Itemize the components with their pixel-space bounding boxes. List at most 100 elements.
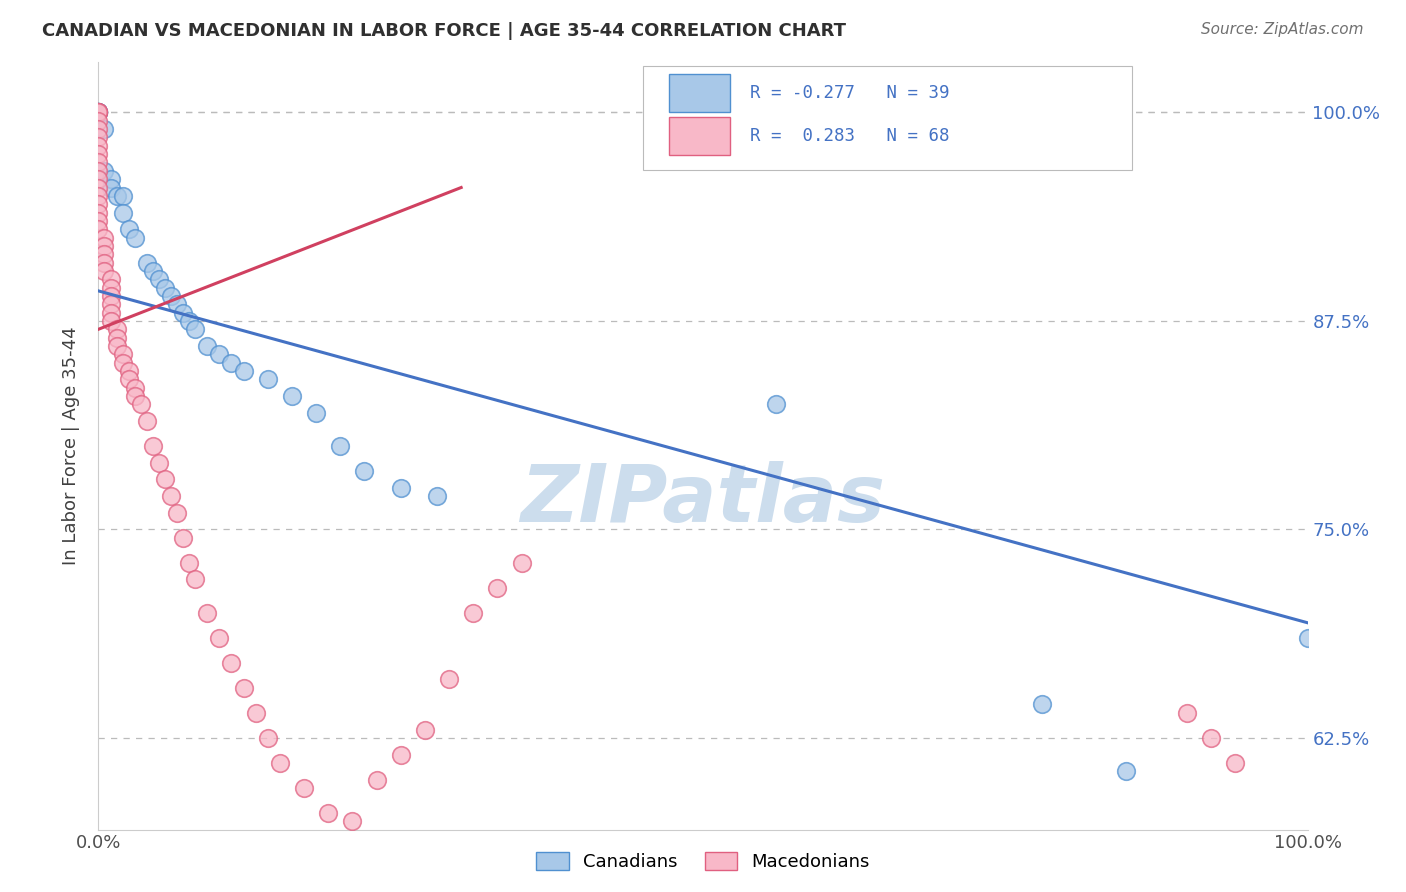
Point <box>118 364 141 378</box>
Point <box>172 305 194 319</box>
Point <box>232 364 254 378</box>
Point <box>87 189 110 203</box>
Point <box>87 105 110 120</box>
Text: CANADIAN VS MACEDONIAN IN LABOR FORCE | AGE 35-44 CORRELATION CHART: CANADIAN VS MACEDONIAN IN LABOR FORCE | … <box>42 22 846 40</box>
Point <box>184 573 207 587</box>
Point <box>100 172 122 186</box>
Point <box>118 222 141 236</box>
Point <box>1296 631 1319 645</box>
Point <box>87 105 110 120</box>
Point <box>93 247 115 261</box>
Point <box>87 164 110 178</box>
Point <box>93 122 115 136</box>
Point <box>305 406 328 420</box>
Point <box>111 189 134 203</box>
Point <box>129 397 152 411</box>
Point <box>111 347 134 361</box>
Point <box>148 456 170 470</box>
Point <box>232 681 254 695</box>
Point <box>124 230 146 244</box>
Point <box>87 105 110 120</box>
Point <box>100 297 122 311</box>
Point <box>87 197 110 211</box>
Point <box>437 673 460 687</box>
Point <box>87 155 110 169</box>
Point <box>292 780 315 795</box>
Point <box>100 280 122 294</box>
Point <box>172 531 194 545</box>
FancyBboxPatch shape <box>669 74 730 112</box>
FancyBboxPatch shape <box>669 117 730 155</box>
Point <box>87 105 110 120</box>
Point <box>166 297 188 311</box>
Point <box>486 581 509 595</box>
Point <box>87 172 110 186</box>
Point <box>142 439 165 453</box>
Point <box>195 606 218 620</box>
Point <box>256 372 278 386</box>
Point <box>281 389 304 403</box>
Point <box>179 556 201 570</box>
Point <box>1175 706 1198 720</box>
Point <box>100 314 122 328</box>
Point <box>87 105 110 120</box>
Point <box>221 656 243 670</box>
Point <box>256 731 278 745</box>
Point <box>142 264 165 278</box>
Point <box>342 814 364 829</box>
Point <box>463 606 485 620</box>
Point <box>100 180 122 194</box>
Point <box>105 330 128 344</box>
Point <box>221 356 243 370</box>
Point <box>100 289 122 303</box>
Point <box>87 105 110 120</box>
Point <box>87 105 110 120</box>
Point <box>1223 756 1246 770</box>
Point <box>1199 731 1222 745</box>
Point <box>105 339 128 353</box>
Point <box>135 255 157 269</box>
Point <box>124 389 146 403</box>
Point <box>93 230 115 244</box>
Point <box>245 706 267 720</box>
Point <box>153 472 176 486</box>
Point <box>179 314 201 328</box>
Point <box>124 381 146 395</box>
Point <box>93 239 115 253</box>
Point <box>87 105 110 120</box>
Point <box>353 464 375 478</box>
Point <box>100 305 122 319</box>
Point <box>87 214 110 228</box>
Point <box>510 556 533 570</box>
Point <box>105 322 128 336</box>
Point <box>329 439 352 453</box>
Point <box>413 723 436 737</box>
Point <box>87 147 110 161</box>
Point <box>765 397 787 411</box>
Point <box>389 481 412 495</box>
Point <box>87 105 110 120</box>
Text: Source: ZipAtlas.com: Source: ZipAtlas.com <box>1201 22 1364 37</box>
Point <box>166 506 188 520</box>
Point <box>87 130 110 145</box>
Point <box>87 105 110 120</box>
Point <box>1115 764 1137 779</box>
Point <box>160 289 183 303</box>
Point <box>389 747 412 762</box>
Point <box>93 164 115 178</box>
Text: R =  0.283   N = 68: R = 0.283 N = 68 <box>751 127 949 145</box>
Point <box>148 272 170 286</box>
Point <box>208 631 231 645</box>
Point <box>87 138 110 153</box>
Point <box>111 356 134 370</box>
Point <box>118 372 141 386</box>
Point <box>153 280 176 294</box>
Point <box>111 205 134 219</box>
Point <box>100 272 122 286</box>
FancyBboxPatch shape <box>643 66 1132 169</box>
Point <box>87 122 110 136</box>
Y-axis label: In Labor Force | Age 35-44: In Labor Force | Age 35-44 <box>62 326 80 566</box>
Point <box>105 189 128 203</box>
Point <box>426 489 449 503</box>
Point <box>93 264 115 278</box>
